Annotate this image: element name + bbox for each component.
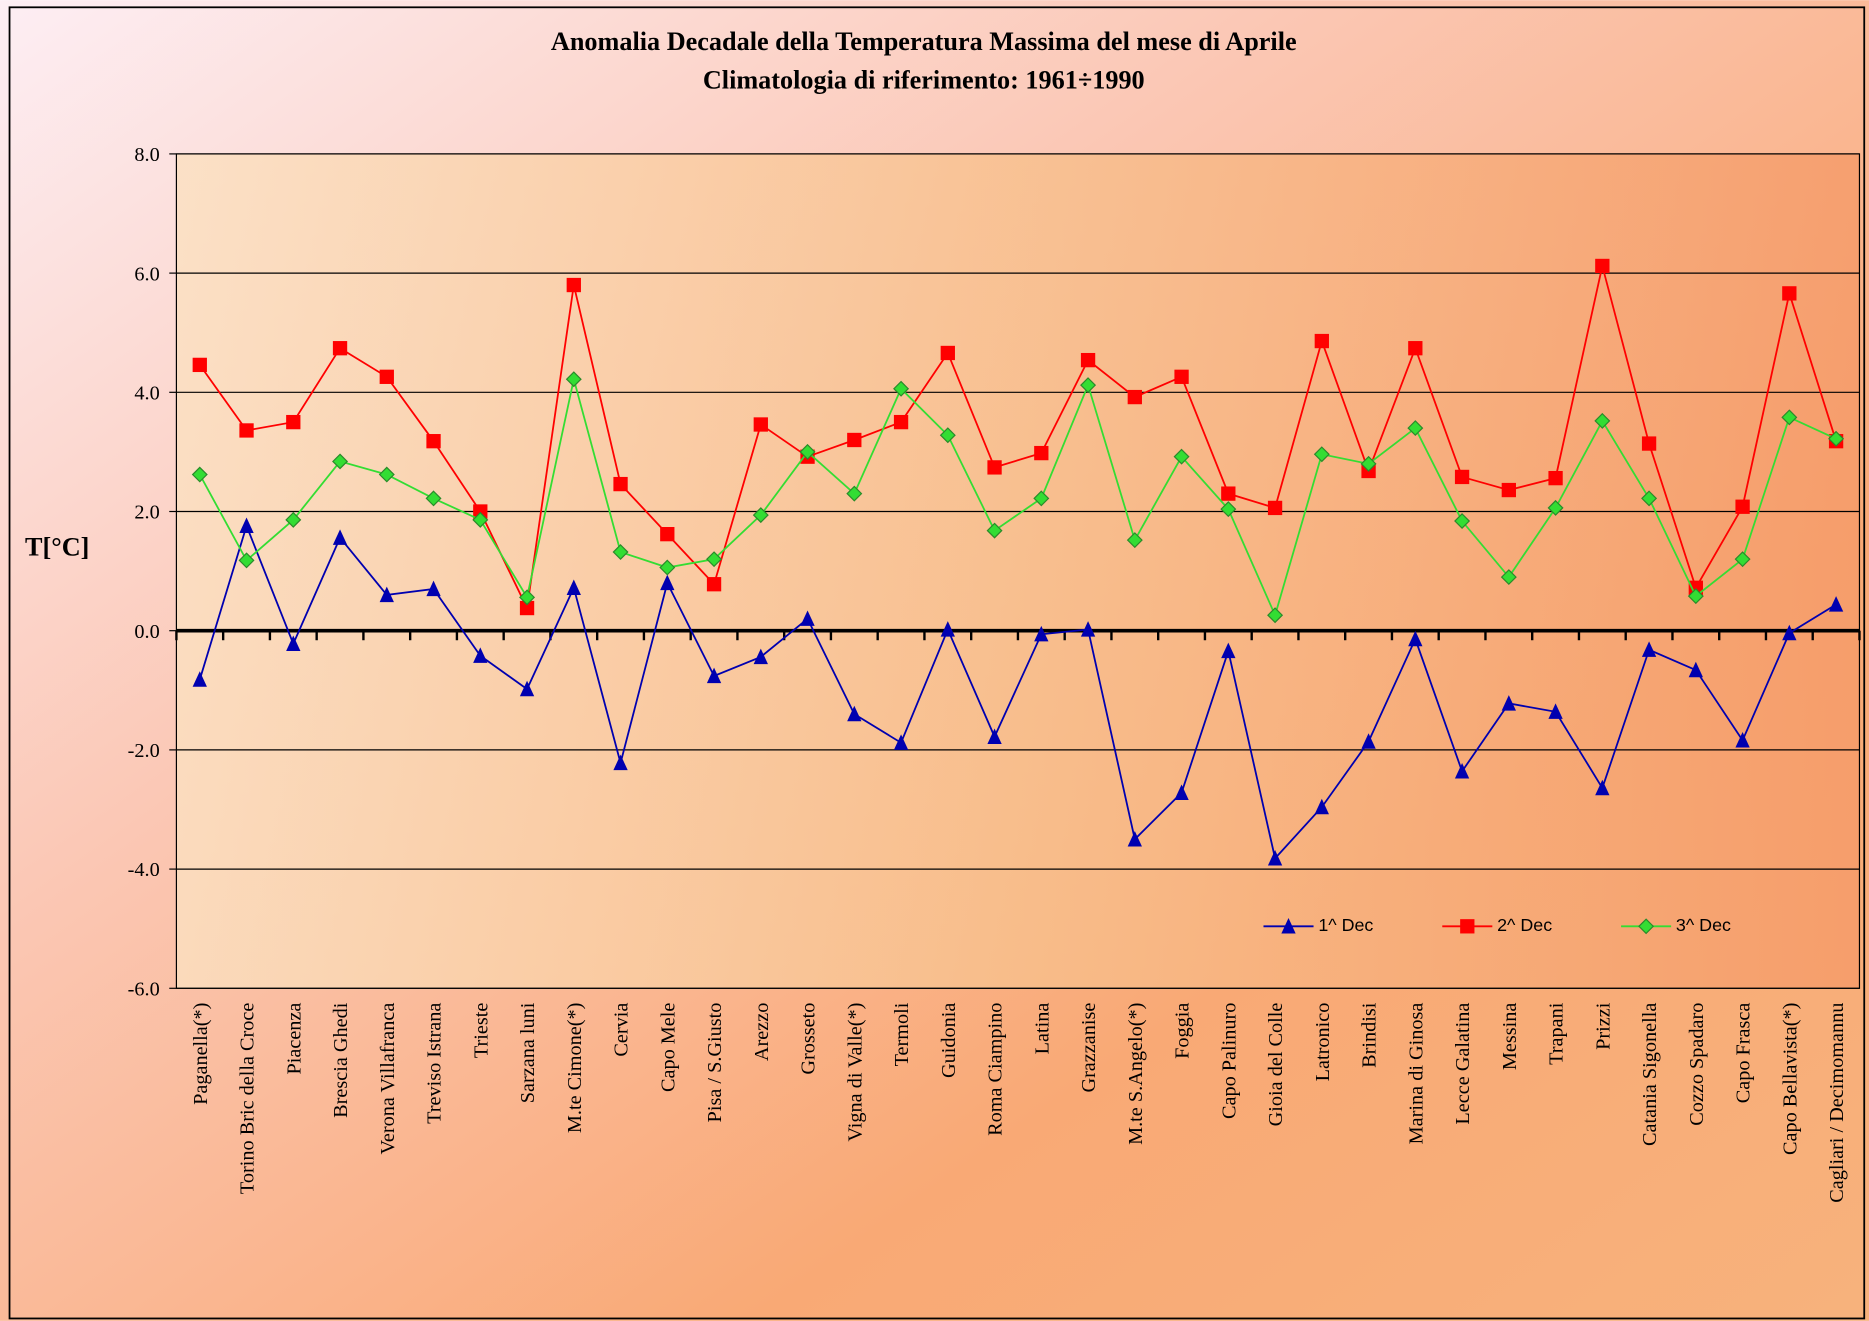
data-point bbox=[1408, 341, 1422, 355]
x-tick-label: Capo Mele bbox=[657, 1003, 679, 1092]
data-point bbox=[894, 415, 908, 429]
data-point bbox=[567, 278, 581, 292]
y-tick-label: -2.0 bbox=[128, 740, 160, 762]
x-tick-label: Piacenza bbox=[283, 1003, 305, 1075]
data-point bbox=[847, 433, 861, 447]
chart-subtitle: Climatologia di riferimento: 1961÷1990 bbox=[703, 65, 1145, 94]
data-point bbox=[613, 477, 627, 491]
data-point bbox=[1782, 286, 1796, 300]
y-tick-label: -4.0 bbox=[128, 859, 160, 881]
x-tick-label: Gioia del Colle bbox=[1265, 1003, 1287, 1127]
x-tick-label: Paganella(*) bbox=[190, 1003, 212, 1105]
x-tick-label: Verona Villafranca bbox=[377, 1003, 399, 1155]
data-point bbox=[754, 417, 768, 431]
data-point bbox=[1034, 446, 1048, 460]
x-tick-label: Brescia Ghedi bbox=[330, 1002, 352, 1118]
legend-label: 1^ Dec bbox=[1318, 915, 1373, 935]
x-tick-label: Vigna di Valle(*) bbox=[844, 1003, 866, 1142]
data-point bbox=[1268, 501, 1282, 515]
legend-label: 3^ Dec bbox=[1676, 915, 1731, 935]
x-tick-label: Capo Bellavista(*) bbox=[1779, 1003, 1801, 1155]
data-point bbox=[1502, 483, 1516, 497]
x-tick-label: Catania Sigonella bbox=[1639, 1003, 1661, 1146]
y-tick-label: 8.0 bbox=[134, 144, 159, 166]
data-point bbox=[1221, 486, 1235, 500]
data-point bbox=[380, 370, 394, 384]
x-tick-label: Trapani bbox=[1546, 1002, 1568, 1065]
x-tick-label: M.te S.Angelo(*) bbox=[1125, 1003, 1147, 1145]
x-tick-label: Prizzi bbox=[1592, 1002, 1614, 1050]
x-tick-label: Torino Bric della Croce bbox=[237, 1003, 259, 1194]
data-point bbox=[941, 346, 955, 360]
x-tick-label: Termoli bbox=[891, 1002, 913, 1066]
data-point bbox=[1128, 390, 1142, 404]
data-point bbox=[1455, 470, 1469, 484]
x-tick-label: Marina di Ginosa bbox=[1405, 1003, 1427, 1145]
legend-label: 2^ Dec bbox=[1497, 915, 1552, 935]
data-point bbox=[660, 527, 674, 541]
x-tick-label: Latronico bbox=[1312, 1003, 1334, 1082]
data-point bbox=[1548, 471, 1562, 485]
chart-title: Anomalia Decadale della Temperatura Mass… bbox=[551, 27, 1297, 56]
data-point bbox=[987, 460, 1001, 474]
x-tick-label: Foggia bbox=[1172, 1003, 1194, 1059]
data-point bbox=[1595, 259, 1609, 273]
x-tick-label: Lecce Galatina bbox=[1452, 1003, 1474, 1125]
x-tick-label: Messina bbox=[1499, 1003, 1521, 1071]
x-tick-label: Trieste bbox=[470, 1003, 492, 1059]
page: {"chart_data": {"type": "line", "title":… bbox=[0, 0, 1869, 1321]
data-point bbox=[426, 434, 440, 448]
data-point bbox=[1081, 353, 1095, 367]
x-tick-label: Capo Palinuro bbox=[1218, 1003, 1240, 1119]
data-point bbox=[707, 577, 721, 591]
data-point bbox=[1174, 370, 1188, 384]
x-tick-label: Cervia bbox=[611, 1003, 633, 1057]
data-point bbox=[1315, 334, 1329, 348]
data-point bbox=[193, 358, 207, 372]
x-tick-label: Treviso Istrana bbox=[424, 1003, 446, 1124]
x-tick-label: Roma Ciampino bbox=[985, 1003, 1007, 1136]
x-tick-label: Guidonia bbox=[938, 1003, 960, 1078]
y-axis-label: T[°C] bbox=[25, 533, 89, 562]
x-tick-label: Brindisi bbox=[1359, 1002, 1381, 1068]
x-tick-label: M.te Cimone(*) bbox=[564, 1003, 586, 1133]
y-tick-label: 4.0 bbox=[134, 382, 159, 404]
data-point bbox=[333, 341, 347, 355]
x-tick-label: Grosseto bbox=[798, 1003, 820, 1075]
data-point bbox=[239, 423, 253, 437]
y-tick-label: 2.0 bbox=[134, 502, 159, 524]
data-point bbox=[1735, 500, 1749, 514]
chart: Anomalia Decadale della Temperatura Mass… bbox=[0, 0, 1869, 1321]
x-tick-label: Arezzo bbox=[751, 1003, 773, 1061]
y-tick-label: 6.0 bbox=[134, 263, 159, 285]
x-tick-label: Cozzo Spadaro bbox=[1686, 1003, 1708, 1126]
x-tick-label: Sarzana luni bbox=[517, 1002, 539, 1103]
y-tick-label: 0.0 bbox=[134, 621, 159, 643]
y-tick-label: -6.0 bbox=[128, 978, 160, 1000]
x-tick-label: Grazzanise bbox=[1078, 1003, 1100, 1093]
x-tick-label: Pisa / S.Giusto bbox=[704, 1003, 726, 1123]
x-tick-label: Capo Frasca bbox=[1733, 1003, 1755, 1104]
data-point bbox=[286, 415, 300, 429]
x-tick-label: Latina bbox=[1031, 1003, 1053, 1055]
plot-area bbox=[176, 154, 1859, 988]
data-point bbox=[1642, 436, 1656, 450]
x-tick-label: Cagliari / Decimomannu bbox=[1826, 1003, 1848, 1203]
legend-marker bbox=[1460, 919, 1474, 933]
